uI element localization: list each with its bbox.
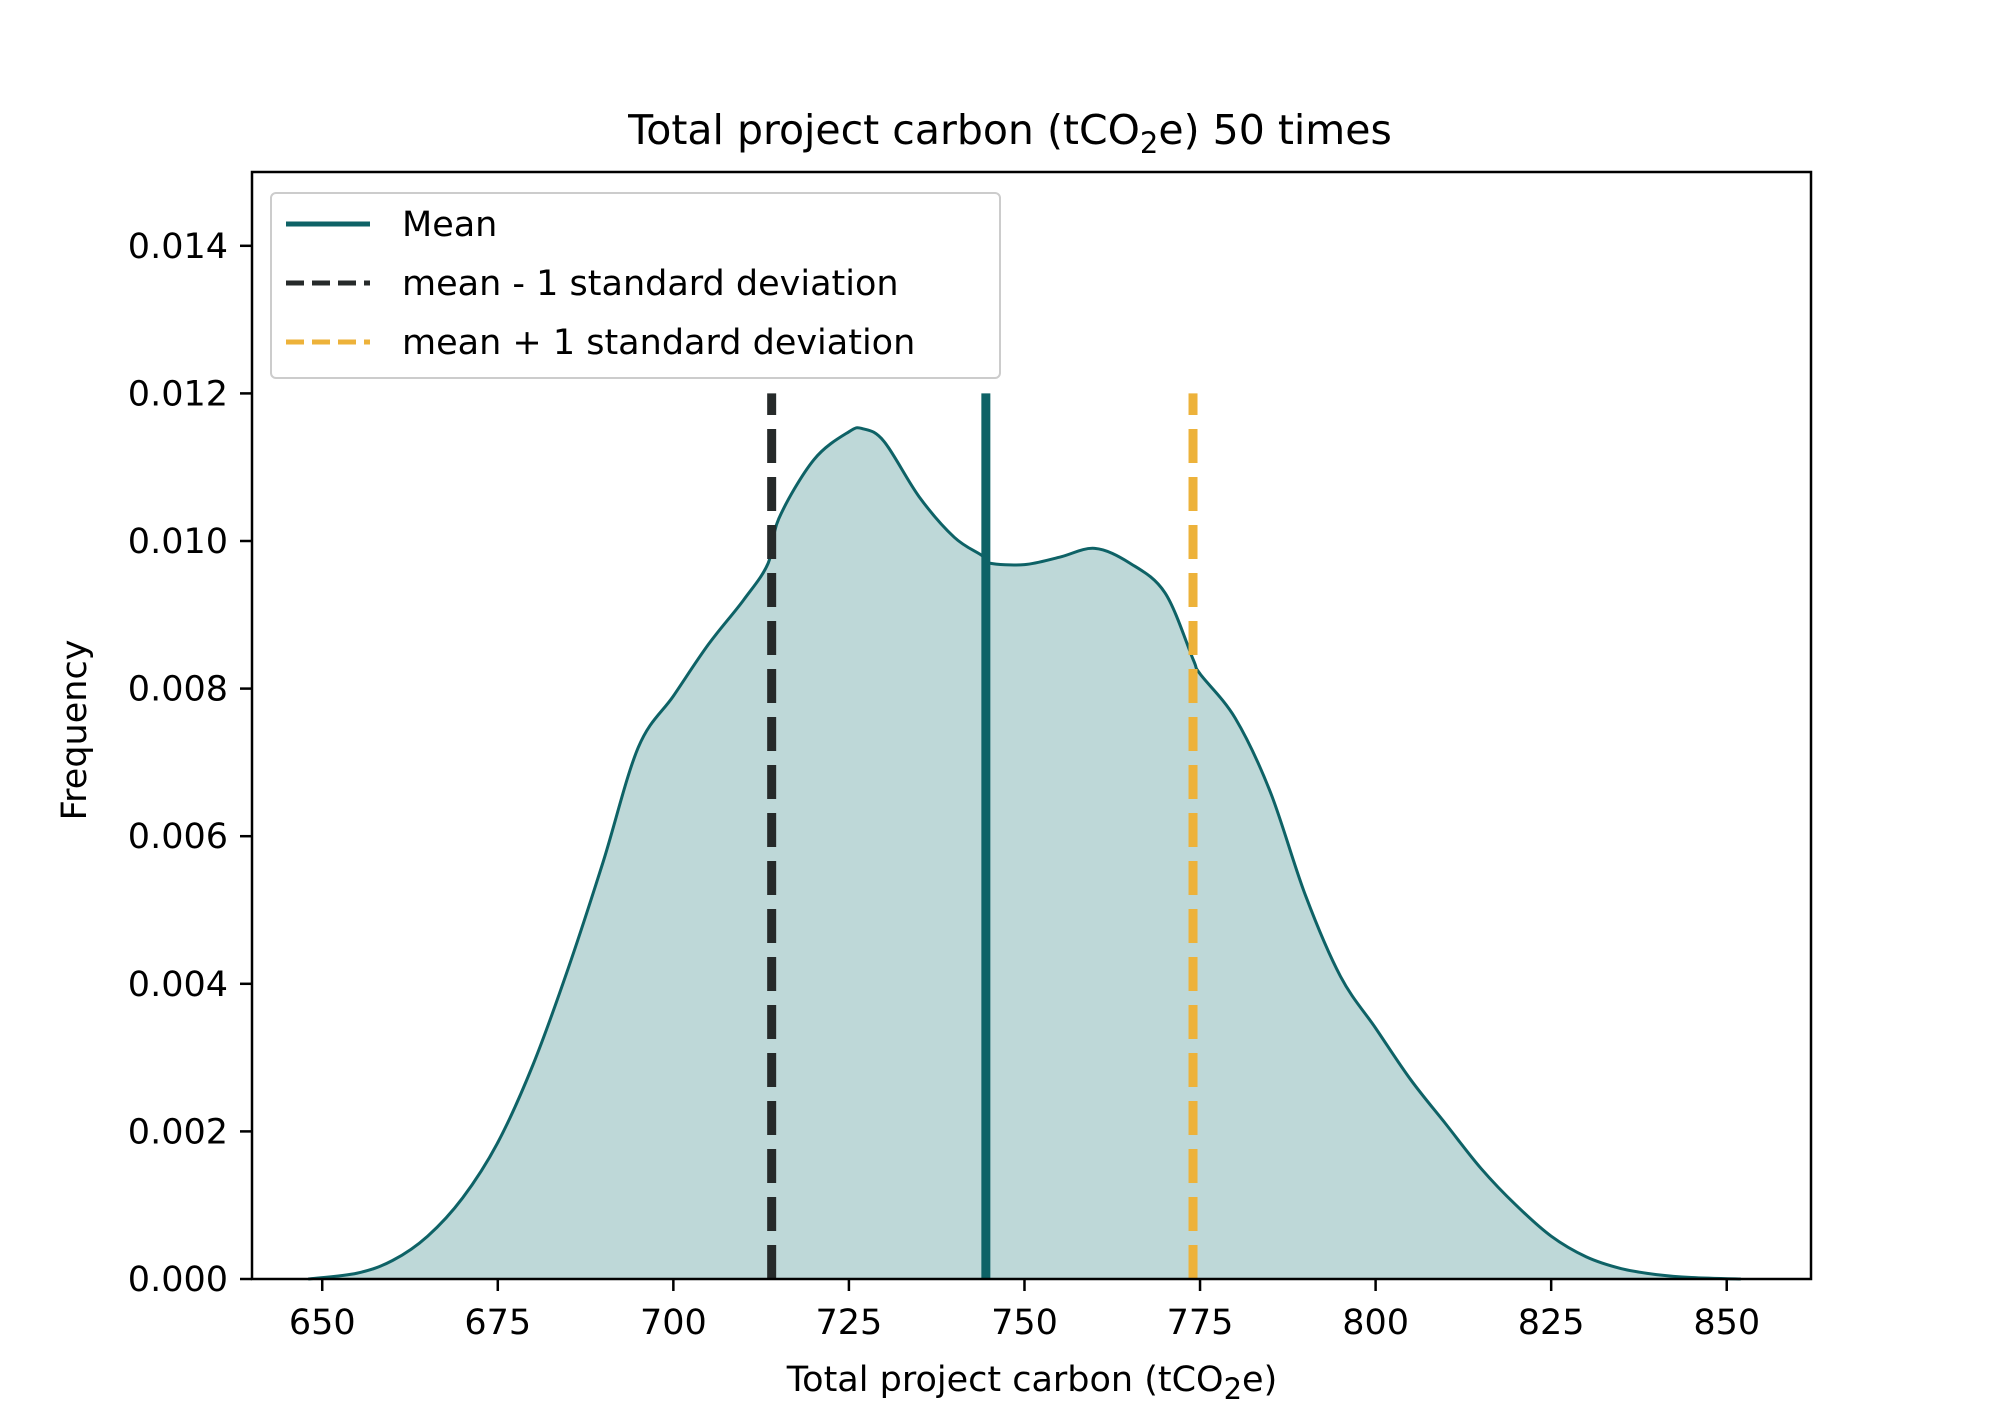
chart-title: Total project carbon (tCO2e) 50 times: [627, 106, 1392, 160]
x-axis-label-prefix: Total project carbon (tCO: [786, 1360, 1224, 1400]
legend-label: Mean: [402, 205, 497, 245]
legend-label: mean + 1 standard deviation: [402, 323, 915, 363]
x-tick-label: 775: [1167, 1303, 1234, 1343]
legend: Mean mean - 1 standard deviation mean + 1 …: [270, 192, 1001, 379]
plot-area: [308, 426, 1741, 1281]
chart-title-subscript: 2: [1140, 126, 1158, 160]
y-tick-label: 0.002: [128, 1112, 228, 1152]
y-tick-label: 0.014: [128, 227, 228, 267]
plot-frame: [250, 170, 1813, 1281]
y-tick-label: 0.010: [128, 522, 228, 562]
reference-lines: [767, 393, 1198, 1279]
legend-label: mean - 1 standard deviation: [402, 264, 899, 304]
y-tick-label: 0.006: [128, 817, 228, 857]
x-axis-label: Total project carbon (tCO2e): [786, 1360, 1278, 1406]
y-tick-label: 0.000: [128, 1260, 228, 1300]
y-tick-label: 0.004: [128, 965, 228, 1005]
x-axis-label-suffix: e): [1242, 1360, 1277, 1400]
x-tick-label: 700: [640, 1303, 707, 1343]
x-tick-label: 650: [289, 1303, 356, 1343]
x-tick-label: 750: [991, 1303, 1058, 1343]
y-tick-label: 0.012: [128, 374, 228, 414]
x-tick-label: 725: [816, 1303, 883, 1343]
x-tick-label: 850: [1693, 1303, 1760, 1343]
x-tick-label: 675: [464, 1303, 531, 1343]
density-fill: [308, 427, 1741, 1279]
chart-title-suffix: e) 50 times: [1158, 106, 1391, 154]
x-tick-label: 800: [1342, 1303, 1409, 1343]
legend-box: [270, 192, 1001, 379]
y-axis-ticks: 0.000 0.002 0.004 0.006 0.008 0.010 0.012 0.014: [128, 227, 252, 1300]
x-axis-label-subscript: 2: [1224, 1372, 1242, 1406]
y-axis-label: Frequency: [55, 640, 95, 821]
y-tick-label: 0.008: [128, 670, 228, 710]
chart-title-prefix: Total project carbon (tCO: [627, 106, 1140, 154]
x-axis-ticks: 650 675 700 725 750 775 800 825 850: [289, 1279, 1760, 1343]
x-tick-label: 825: [1518, 1303, 1585, 1343]
